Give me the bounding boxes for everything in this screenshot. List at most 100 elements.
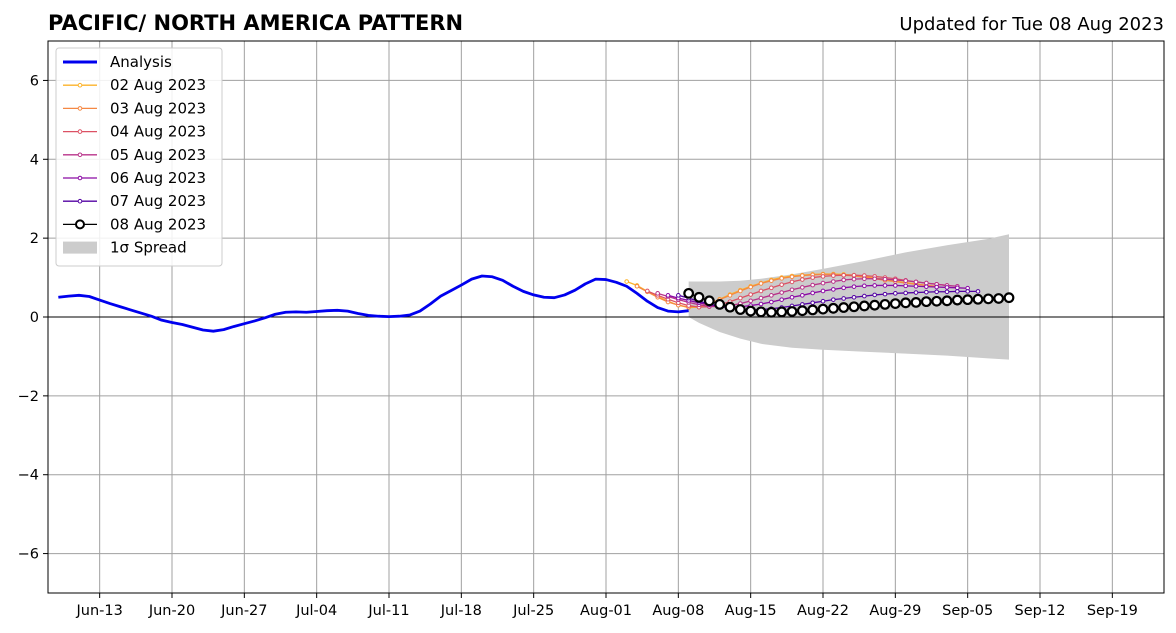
forecast-point <box>765 306 777 318</box>
forecast-point <box>769 293 774 298</box>
forecast-point <box>848 301 860 313</box>
forecast-point <box>924 284 929 289</box>
series-layer <box>624 271 1015 318</box>
forecast-point <box>903 283 908 289</box>
forecast-point <box>872 276 877 282</box>
legend-item: 02 Aug 2023 <box>63 76 206 94</box>
forecast-point <box>993 293 1005 304</box>
y-tick-label: 2 <box>30 231 39 247</box>
forecast-point <box>924 289 929 295</box>
legend-item: 04 Aug 2023 <box>63 123 206 141</box>
spread-band <box>688 234 1009 360</box>
forecast-point <box>758 281 764 286</box>
legend-label: 02 Aug 2023 <box>110 76 206 94</box>
legend-label: 04 Aug 2023 <box>110 123 206 141</box>
forecast-point <box>972 293 984 305</box>
forecast-point <box>703 295 715 307</box>
forecast-point <box>758 288 764 294</box>
x-tick-label: Jul-04 <box>295 603 337 619</box>
x-tick-label: Sep-19 <box>1087 603 1138 619</box>
x-tick-label: Aug-15 <box>725 603 777 619</box>
forecast-point <box>727 293 733 298</box>
forecast-point <box>810 282 815 288</box>
forecast-point <box>779 290 784 295</box>
legend-item: 1σ Spread <box>63 239 187 257</box>
forecast-point <box>810 300 815 306</box>
forecast-point <box>738 295 743 301</box>
forecast-point <box>758 301 764 307</box>
legend: Analysis 02 Aug 2023 03 Aug 2023 04 Aug 202… <box>55 47 223 267</box>
x-tick-label: Aug-08 <box>652 603 704 619</box>
forecast-point <box>779 297 784 302</box>
legend-item: 05 Aug 2023 <box>63 146 206 164</box>
forecast-point <box>820 280 826 286</box>
forecast-point <box>872 283 877 288</box>
forecast-point <box>869 299 881 311</box>
forecast-point <box>851 276 857 282</box>
x-tick-label: Jul-18 <box>440 603 482 619</box>
forecast-point <box>913 283 919 289</box>
forecast-point <box>841 285 846 291</box>
forecast-point <box>714 298 726 310</box>
forecast-point <box>745 305 757 317</box>
forecast-point <box>796 305 808 317</box>
forecast-point <box>889 298 901 309</box>
forecast-point <box>851 272 857 278</box>
forecast-point <box>820 288 826 294</box>
forecast-point <box>769 278 774 284</box>
x-tick-label: Aug-22 <box>797 603 849 619</box>
forecast-point <box>789 294 795 300</box>
x-tick-label: Jul-11 <box>367 603 409 619</box>
spread-layer <box>688 234 1009 360</box>
forecast-point <box>655 291 660 296</box>
legend-marker <box>77 198 83 204</box>
forecast-point <box>734 304 746 315</box>
forecast-point <box>831 297 836 302</box>
forecast-point <box>851 294 857 300</box>
legend-item: 03 Aug 2023 <box>63 99 206 117</box>
forecast-series <box>683 287 1015 318</box>
y-tick-label: 4 <box>30 152 39 168</box>
x-tick-label: Aug-29 <box>869 603 921 619</box>
forecast-point <box>900 297 912 309</box>
y-tick-label: 0 <box>30 310 39 326</box>
forecast-point <box>779 282 784 287</box>
forecast-point <box>755 306 767 318</box>
forecast-point <box>624 279 629 284</box>
forecast-point <box>665 293 671 298</box>
forecast-point <box>882 291 888 297</box>
forecast-point <box>827 302 839 314</box>
forecast-point <box>800 277 805 282</box>
forecast-point <box>955 289 960 294</box>
forecast-point <box>965 289 970 294</box>
forecast-point <box>789 274 795 280</box>
x-axis: Jun-13 Jun-20 Jun-27 Jul-04 Jul-11 Jul-18 Jul-… <box>75 593 1138 619</box>
forecast-point <box>1003 292 1015 304</box>
forecast-point <box>800 273 805 278</box>
y-tick-label: −4 <box>18 468 39 484</box>
forecast-point <box>910 297 922 308</box>
forecast-point <box>748 292 753 297</box>
forecast-point <box>789 279 795 285</box>
legend-swatch <box>63 241 97 254</box>
forecast-point <box>851 284 857 289</box>
legend-label: 03 Aug 2023 <box>110 99 206 117</box>
forecast-point <box>913 290 919 295</box>
forecast-point <box>807 304 819 316</box>
forecast-point <box>831 287 836 292</box>
legend-label: 1σ Spread <box>110 239 187 257</box>
forecast-point <box>841 272 846 278</box>
forecast-point <box>962 294 974 306</box>
forecast-point <box>862 283 867 289</box>
forecast-point <box>879 298 891 310</box>
y-axis: −6 −4 −2 0 2 4 6 <box>18 73 48 563</box>
forecast-point <box>862 293 867 299</box>
forecast-point <box>810 275 815 280</box>
forecast-point <box>951 294 963 306</box>
x-tick-label: Jul-25 <box>512 603 554 619</box>
legend-marker <box>77 152 83 158</box>
analysis-line <box>58 274 689 333</box>
x-tick-label: Jun-27 <box>220 603 267 619</box>
forecast-point <box>831 273 836 278</box>
